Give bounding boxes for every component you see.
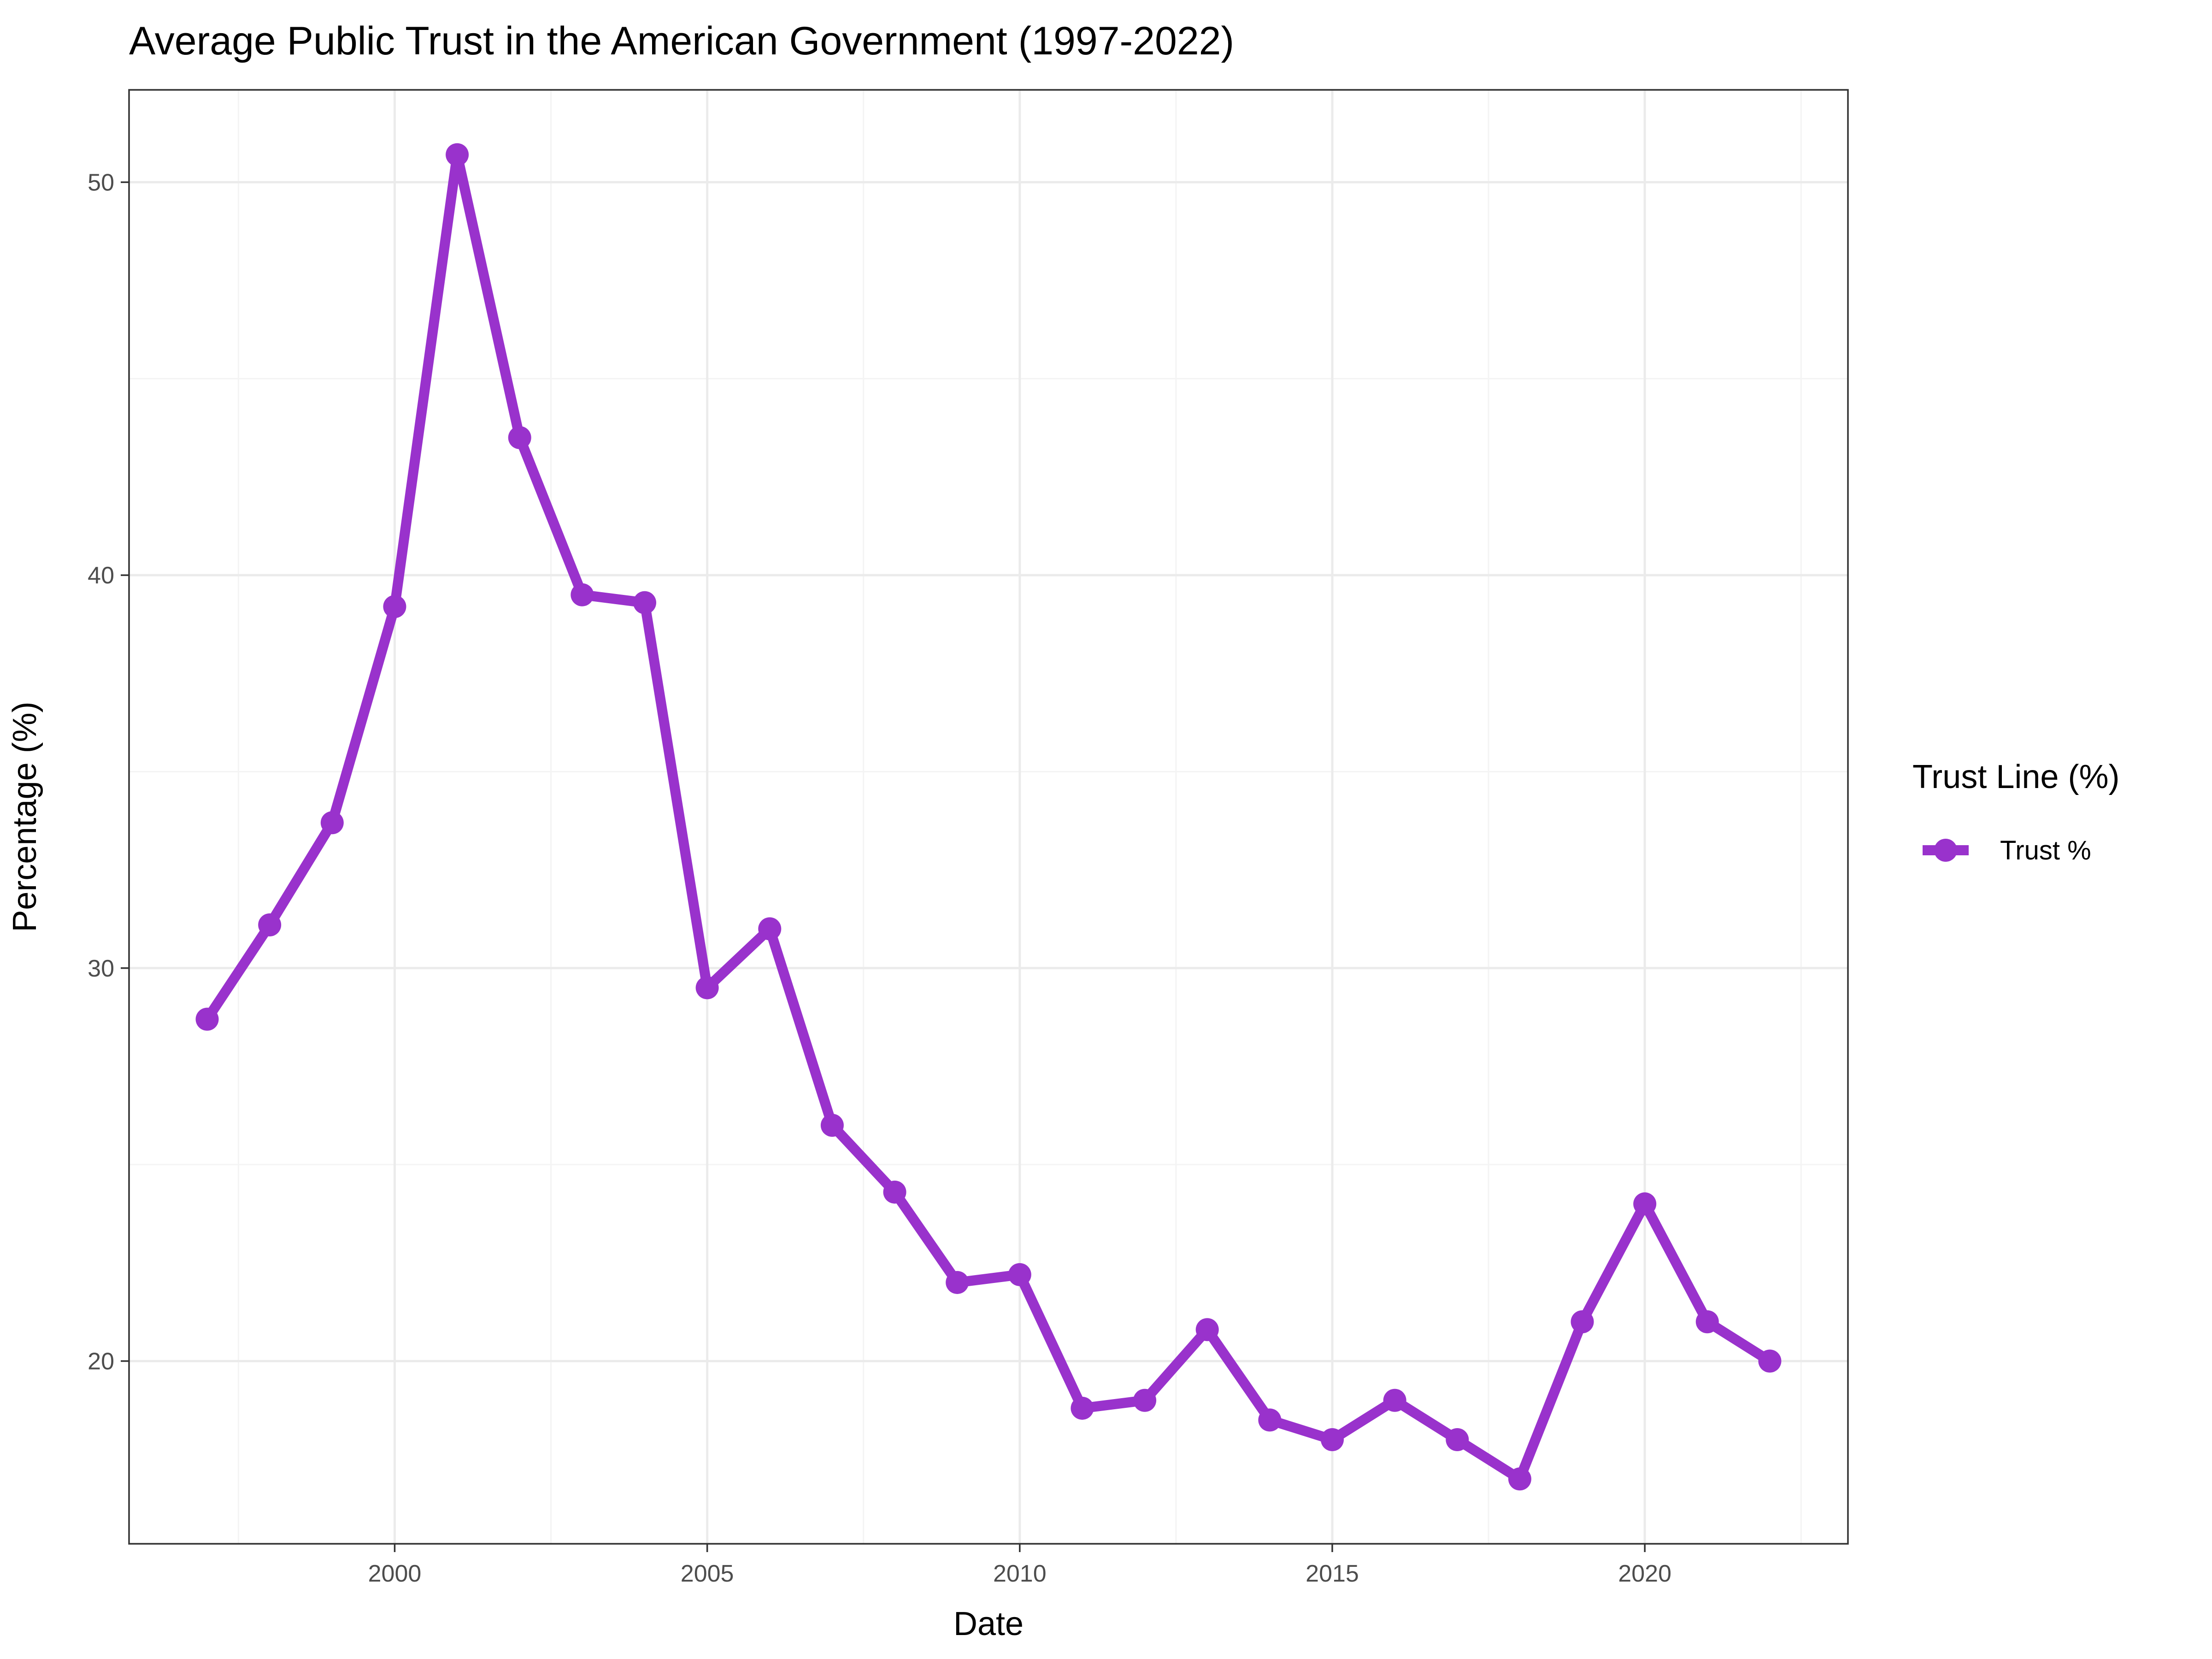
data-point [571,583,594,606]
data-point [1571,1310,1594,1334]
data-point [1321,1428,1344,1452]
y-axis: 20 30 40 50 [88,169,129,1375]
legend-label: Trust % [2000,835,2091,865]
data-point [633,591,656,614]
x-axis-title: Date [953,1606,1024,1642]
data-point [1258,1408,1282,1432]
y-axis-title: Percentage (%) [6,701,43,932]
data-point [695,976,719,1000]
data-point [1133,1388,1157,1412]
x-tick-label: 2015 [1306,1560,1359,1587]
data-point [946,1271,969,1294]
data-point [258,913,282,936]
data-point [1195,1318,1219,1341]
legend-key-point [1934,839,1957,862]
data-point [508,426,531,449]
data-point [1633,1192,1657,1216]
series-line [203,149,1773,1484]
y-tick-label: 40 [88,562,114,589]
y-tick-label: 50 [88,169,114,196]
data-point [758,917,782,941]
data-point [1695,1310,1719,1334]
x-tick-label: 2000 [368,1560,422,1587]
data-point [383,595,406,618]
data-point [820,1113,844,1137]
x-axis: 2000 2005 2010 2015 2020 [368,1544,1671,1587]
legend: Trust Line (%) Trust % [1912,759,2119,865]
y-tick-label: 20 [88,1348,114,1375]
x-tick-label: 2005 [681,1560,734,1587]
x-tick-label: 2020 [1618,1560,1671,1587]
grid [129,90,1848,1544]
series-layer [195,143,1782,1491]
data-point [1008,1263,1031,1286]
legend-title: Trust Line (%) [1912,759,2119,795]
data-point [883,1180,906,1204]
chart-title: Average Public Trust in the American Gov… [129,19,1234,63]
data-point [446,143,469,166]
legend-items: Trust % [1923,835,2091,865]
data-point [195,1007,219,1031]
y-tick-label: 30 [88,955,114,982]
x-tick-label: 2010 [993,1560,1047,1587]
data-point [1446,1428,1469,1452]
plot-panel-border [128,89,1849,1545]
data-point [1758,1349,1782,1373]
data-point [1071,1396,1094,1420]
data-point [1508,1467,1531,1491]
data-point [320,811,344,835]
data-point [1383,1388,1406,1412]
